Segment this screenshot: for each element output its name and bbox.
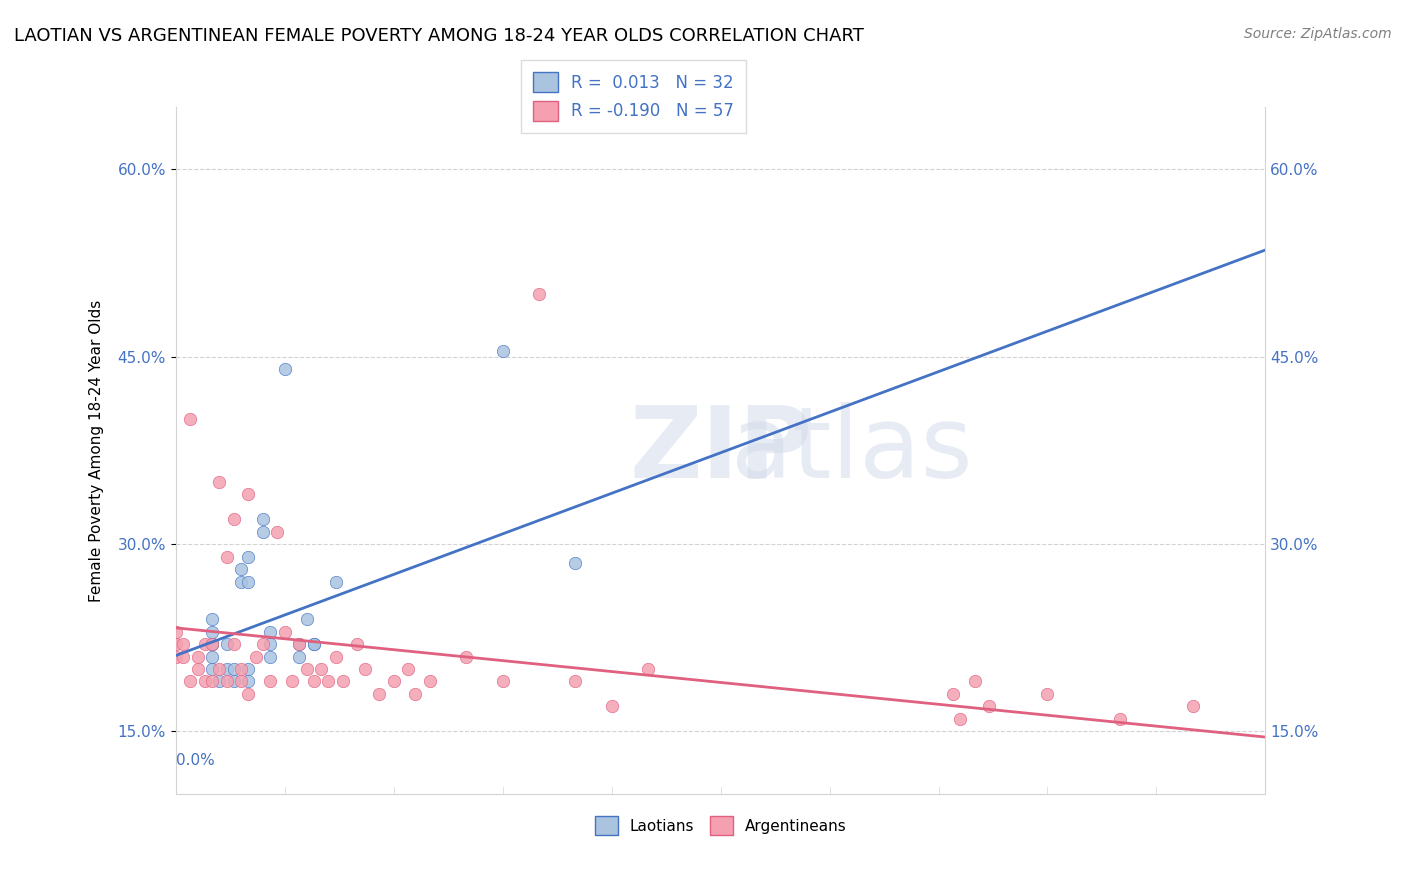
Point (274, 624, 297, 639)
Point (201, 637, 224, 651)
Point (201, 674, 224, 689)
Point (165, 649, 187, 664)
Point (186, 662, 209, 676)
Point (382, 674, 405, 689)
Point (222, 662, 245, 676)
Point (165, 624, 187, 639)
Point (179, 674, 201, 689)
Point (245, 649, 267, 664)
Point (949, 712, 972, 726)
Point (252, 637, 274, 651)
Point (600, 699, 623, 714)
Point (353, 662, 375, 676)
Point (302, 674, 325, 689)
Point (201, 637, 224, 651)
Legend: Laotians, Argentineans: Laotians, Argentineans (589, 810, 852, 841)
Point (564, 674, 586, 689)
Point (346, 880, 368, 892)
Point (492, 674, 515, 689)
Point (564, 556, 586, 570)
Point (252, 512, 274, 526)
Point (238, 662, 260, 676)
Point (194, 674, 217, 689)
Point (637, 662, 659, 676)
Point (1073, 843, 1095, 857)
Point (332, 674, 354, 689)
Point (172, 637, 194, 651)
Point (325, 574, 347, 589)
Point (527, 287, 550, 301)
Point (979, 699, 1001, 714)
Point (231, 562, 253, 576)
Point (201, 662, 224, 676)
Point (238, 674, 260, 689)
Point (266, 524, 288, 539)
Point (368, 687, 391, 701)
Point (325, 649, 347, 664)
Point (238, 574, 260, 589)
Point (288, 649, 311, 664)
Text: Source: ZipAtlas.com: Source: ZipAtlas.com (1244, 27, 1392, 41)
Point (405, 687, 427, 701)
Point (963, 674, 986, 689)
Point (309, 662, 332, 676)
Point (456, 649, 478, 664)
Point (201, 612, 224, 626)
Point (238, 487, 260, 501)
Point (259, 649, 281, 664)
Text: 0.0%: 0.0% (176, 753, 215, 768)
Point (186, 649, 209, 664)
Point (238, 549, 260, 564)
Point (215, 637, 238, 651)
Point (231, 662, 253, 676)
Point (288, 637, 311, 651)
Point (172, 649, 194, 664)
Point (201, 624, 224, 639)
Text: ZIP: ZIP (628, 402, 813, 499)
Point (215, 674, 238, 689)
Point (201, 637, 224, 651)
Point (165, 637, 187, 651)
Point (222, 674, 245, 689)
Text: LAOTIAN VS ARGENTINEAN FEMALE POVERTY AMONG 18-24 YEAR OLDS CORRELATION CHART: LAOTIAN VS ARGENTINEAN FEMALE POVERTY AM… (14, 27, 863, 45)
Point (942, 687, 965, 701)
Point (492, 343, 515, 358)
Point (302, 637, 325, 651)
Point (231, 674, 253, 689)
Point (302, 637, 325, 651)
Point (274, 362, 297, 376)
Point (419, 674, 441, 689)
Point (259, 637, 281, 651)
Point (222, 637, 245, 651)
Point (259, 624, 281, 639)
Point (259, 674, 281, 689)
Point (1181, 699, 1204, 714)
Point (288, 637, 311, 651)
Point (346, 637, 368, 651)
Point (194, 637, 217, 651)
Point (1109, 712, 1132, 726)
Point (208, 674, 231, 689)
Point (1036, 687, 1059, 701)
Point (201, 649, 224, 664)
Point (295, 662, 318, 676)
Point (208, 475, 231, 489)
Point (215, 662, 238, 676)
Y-axis label: Female Poverty Among 18-24 Year Olds: Female Poverty Among 18-24 Year Olds (89, 300, 104, 601)
Point (238, 687, 260, 701)
Point (215, 549, 238, 564)
Point (231, 574, 253, 589)
Point (222, 512, 245, 526)
Point (252, 524, 274, 539)
Point (281, 674, 304, 689)
Point (295, 612, 318, 626)
Point (208, 662, 231, 676)
Point (179, 412, 201, 426)
Point (318, 674, 340, 689)
Point (396, 662, 419, 676)
Text: atlas: atlas (731, 402, 972, 499)
